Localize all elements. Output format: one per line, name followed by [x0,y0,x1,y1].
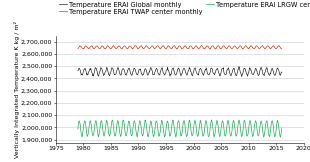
Temperature ERAI TWAP center monthly [76,48,80,50]
Temperature ERAI LRGW center monthly [76,128,80,130]
Temperature ERAI TWAP center monthly [200,44,204,46]
Temperature ERAI TWAP center monthly [79,46,83,47]
Temperature ERAI Global monthly [144,68,148,70]
Temperature ERAI Global monthly [141,74,145,76]
Temperature ERAI LRGW center monthly [147,130,151,132]
Temperature ERAI Global monthly [237,66,241,68]
Temperature ERAI LRGW center monthly [191,135,194,137]
Temperature ERAI LRGW center monthly [149,120,153,122]
Line: Temperature ERAI Global monthly: Temperature ERAI Global monthly [78,67,282,76]
Temperature ERAI TWAP center monthly [144,45,148,47]
Temperature ERAI TWAP center monthly [141,48,145,50]
Temperature ERAI Global monthly [191,75,194,77]
Temperature ERAI LRGW center monthly [210,119,213,121]
Temperature ERAI Global monthly [149,67,153,69]
Temperature ERAI LRGW center monthly [280,127,284,129]
Temperature ERAI Global monthly [79,74,83,75]
Temperature ERAI LRGW center monthly [141,133,145,135]
Temperature ERAI TWAP center monthly [149,46,153,48]
Temperature ERAI Global monthly [147,71,151,73]
Temperature ERAI TWAP center monthly [175,48,179,50]
Temperature ERAI TWAP center monthly [280,48,284,50]
Temperature ERAI TWAP center monthly [191,48,195,50]
Temperature ERAI LRGW center monthly [144,121,148,123]
Temperature ERAI LRGW center monthly [212,136,216,138]
Line: Temperature ERAI TWAP center monthly: Temperature ERAI TWAP center monthly [78,45,282,49]
Temperature ERAI Global monthly [280,71,284,73]
Legend: Temperature ERAI Global monthly, Temperature ERAI TWAP center monthly, Temperatu: Temperature ERAI Global monthly, Tempera… [59,2,310,15]
Temperature ERAI TWAP center monthly [147,48,151,50]
Temperature ERAI Global monthly [76,70,80,72]
Y-axis label: Vertically Integrated Temperature K kg / m²: Vertically Integrated Temperature K kg /… [14,21,20,158]
Temperature ERAI LRGW center monthly [79,132,83,134]
Temperature ERAI Global monthly [240,75,244,77]
Line: Temperature ERAI LRGW center monthly: Temperature ERAI LRGW center monthly [78,120,282,137]
